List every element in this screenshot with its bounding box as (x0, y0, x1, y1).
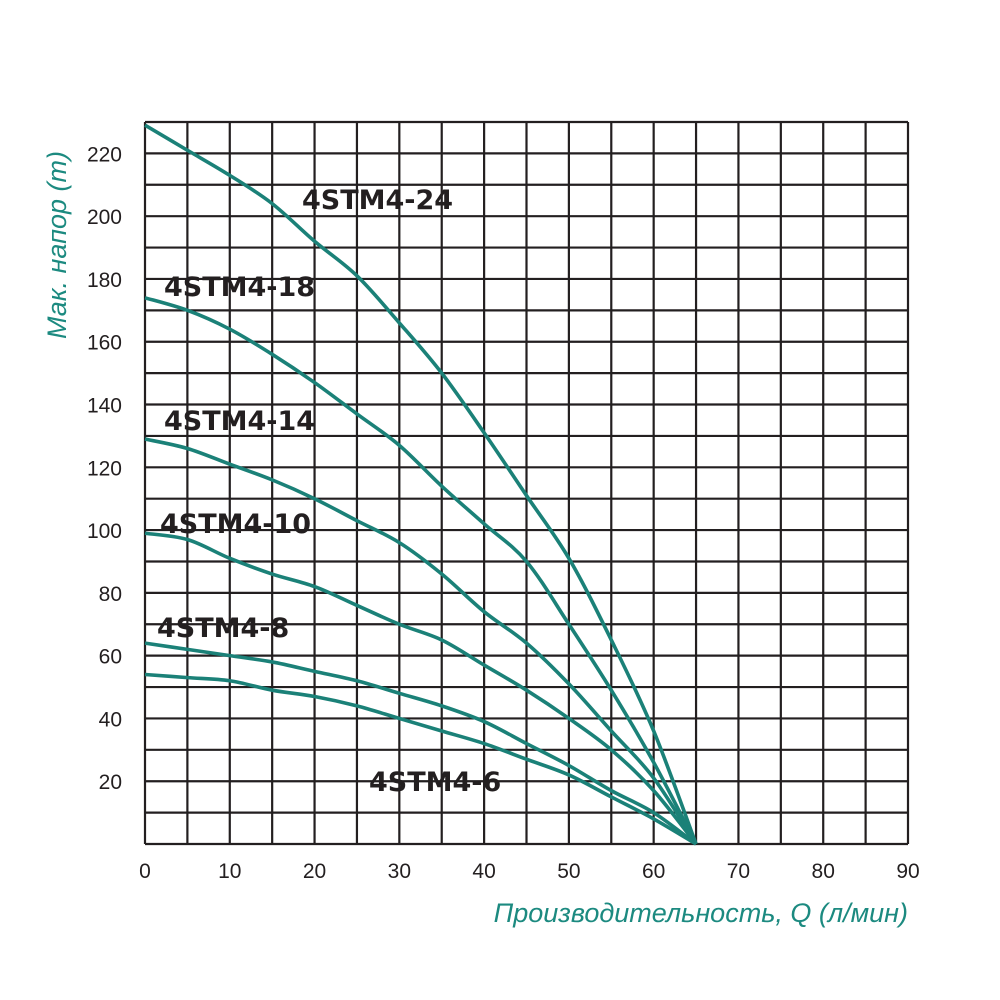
y-tick-label: 140 (87, 395, 122, 418)
x-tick-label: 50 (557, 860, 580, 883)
series-curve-4stm4-24 (144, 123, 698, 845)
x-tick-label: 80 (812, 860, 835, 883)
y-tick-label: 200 (87, 206, 122, 229)
x-tick-label: 20 (303, 860, 326, 883)
series-label-4stm4-14: 4STM4-14 (164, 406, 315, 437)
y-tick-label: 80 (99, 583, 122, 606)
series-curve-4stm4-14 (144, 437, 698, 845)
y-tick-label: 60 (99, 646, 122, 669)
x-tick-labels: 0 10 20 30 40 50 60 70 80 90 (139, 860, 920, 883)
grid (143, 120, 910, 846)
series-curve-4stm4-6 (144, 672, 697, 846)
series-curve-4stm4-8 (144, 641, 698, 846)
x-tick-label: 70 (727, 860, 750, 883)
series-label-4stm4-10: 4STM4-10 (160, 509, 311, 540)
y-tick-label: 220 (87, 143, 122, 166)
y-tick-label: 160 (87, 332, 122, 355)
x-tick-label: 10 (218, 860, 241, 883)
y-axis-title: Мак. напор (m) (42, 151, 72, 339)
y-tick-label: 20 (99, 771, 122, 794)
series-label-4stm4-8: 4STM4-8 (157, 613, 289, 644)
y-tick-label: 40 (99, 708, 122, 731)
x-axis-title: Производительность, Q (л/мин) (494, 898, 908, 928)
x-tick-label: 90 (896, 860, 919, 883)
curves (144, 123, 698, 846)
x-tick-label: 0 (139, 860, 151, 883)
y-tick-labels: 20 40 60 80 100 120 140 160 180 200 220 (87, 143, 122, 794)
series-label-4stm4-18: 4STM4-18 (164, 272, 315, 303)
x-tick-label: 40 (472, 860, 495, 883)
series-label-4stm4-24: 4STM4-24 (302, 185, 453, 216)
series-curve-4stm4-10 (144, 531, 698, 846)
y-tick-label: 100 (87, 520, 122, 543)
y-tick-label: 180 (87, 269, 122, 292)
x-tick-label: 30 (388, 860, 411, 883)
x-tick-label: 60 (642, 860, 665, 883)
series-labels: 4STM4-24 4STM4-18 4STM4-14 4STM4-10 4STM4-8 4… (157, 185, 501, 798)
series-curve-4stm4-18 (144, 296, 698, 845)
y-tick-label: 120 (87, 457, 122, 480)
series-label-4stm4-6: 4STM4-6 (369, 767, 501, 798)
